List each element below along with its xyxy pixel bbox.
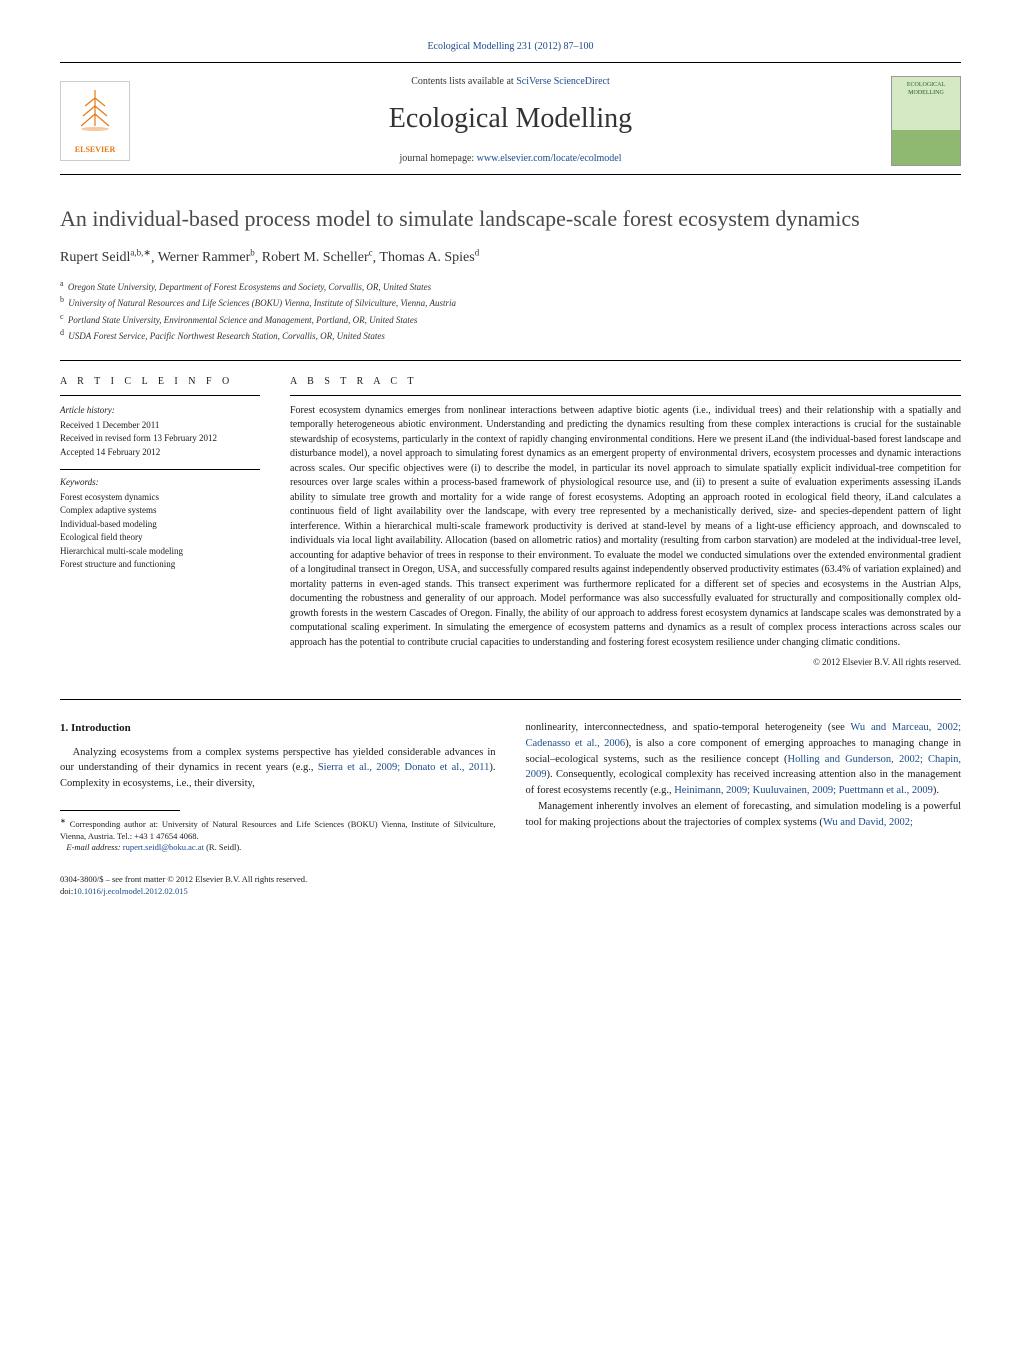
contents-available-line: Contents lists available at SciVerse Sci… — [130, 75, 891, 89]
copyright-line: © 2012 Elsevier B.V. All rights reserved… — [290, 656, 961, 669]
footnote-separator — [60, 810, 180, 811]
author: Robert M. Schellerc — [262, 250, 373, 265]
journal-cover-thumbnail: ECOLOGICAL MODELLING — [891, 76, 961, 166]
divider — [60, 469, 260, 470]
journal-homepage-line: journal homepage: www.elsevier.com/locat… — [130, 152, 891, 166]
affiliation-list: a Oregon State University, Department of… — [60, 278, 961, 344]
keyword: Ecological field theory — [60, 531, 260, 545]
author: Werner Rammerb — [158, 250, 255, 265]
body-paragraph: Management inherently involves an elemen… — [526, 799, 962, 831]
affiliation: a Oregon State University, Department of… — [60, 278, 961, 295]
author: Thomas A. Spiesd — [379, 250, 479, 265]
citation-link[interactable]: Heinimann, 2009; Kuuluvainen, 2009; Puet… — [674, 785, 933, 796]
affiliation: b University of Natural Resources and Li… — [60, 294, 961, 311]
body-two-column: 1. Introduction Analyzing ecosystems fro… — [60, 699, 961, 898]
journal-reference: Ecological Modelling 231 (2012) 87–100 — [60, 40, 961, 54]
doi-link[interactable]: 10.1016/j.ecolmodel.2012.02.015 — [73, 886, 188, 896]
keywords-label: Keywords: — [60, 476, 260, 489]
section-heading: 1. Introduction — [60, 720, 496, 737]
info-abstract-row: a r t i c l e i n f o Article history: R… — [60, 360, 961, 669]
history-line: Received 1 December 2011 — [60, 419, 260, 433]
doi-block: 0304-3800/$ – see front matter © 2012 El… — [60, 874, 496, 898]
article-info-heading: a r t i c l e i n f o — [60, 375, 260, 396]
keyword: Forest structure and functioning — [60, 558, 260, 572]
journal-header: ELSEVIER Contents lists available at Sci… — [60, 67, 961, 170]
body-paragraph: nonlinearity, interconnectedness, and sp… — [526, 720, 962, 799]
elsevier-tree-icon — [75, 86, 115, 143]
keyword: Hierarchical multi-scale modeling — [60, 545, 260, 559]
journal-ref-link[interactable]: Ecological Modelling 231 (2012) 87–100 — [427, 41, 593, 52]
citation-link[interactable]: Wu and David, 2002; — [823, 817, 913, 828]
journal-name: Ecological Modelling — [130, 99, 891, 138]
divider — [60, 174, 961, 175]
citation-link[interactable]: Sierra et al., 2009; Donato et al., 2011 — [318, 762, 490, 773]
article-title: An individual-based process model to sim… — [60, 205, 961, 233]
body-column-right: nonlinearity, interconnectedness, and sp… — [526, 720, 962, 898]
body-column-left: 1. Introduction Analyzing ecosystems fro… — [60, 720, 496, 898]
corresponding-author-footnote: ∗ Corresponding author at: University of… — [60, 817, 496, 855]
keyword: Complex adaptive systems — [60, 504, 260, 518]
journal-homepage-link[interactable]: www.elsevier.com/locate/ecolmodel — [477, 153, 622, 164]
sciencedirect-link[interactable]: SciVerse ScienceDirect — [516, 76, 610, 87]
divider — [60, 62, 961, 63]
abstract-text: Forest ecosystem dynamics emerges from n… — [290, 404, 961, 651]
affiliation: d USDA Forest Service, Pacific Northwest… — [60, 327, 961, 344]
publisher-name: ELSEVIER — [75, 144, 115, 155]
header-center: Contents lists available at SciVerse Sci… — [130, 75, 891, 166]
email-label: E-mail address: — [66, 842, 120, 852]
corresponding-email-link[interactable]: rupert.seidl@boku.ac.at — [123, 842, 204, 852]
keyword: Individual-based modeling — [60, 518, 260, 532]
author: Rupert Seidla,b,∗ — [60, 250, 151, 265]
article-info-column: a r t i c l e i n f o Article history: R… — [60, 375, 260, 669]
affiliation: c Portland State University, Environment… — [60, 311, 961, 328]
history-label: Article history: — [60, 404, 260, 417]
body-paragraph: Analyzing ecosystems from a complex syst… — [60, 745, 496, 792]
abstract-column: a b s t r a c t Forest ecosystem dynamic… — [290, 375, 961, 669]
author-list: Rupert Seidla,b,∗, Werner Rammerb, Rober… — [60, 247, 961, 268]
publisher-logo: ELSEVIER — [60, 81, 130, 161]
history-line: Accepted 14 February 2012 — [60, 446, 260, 460]
abstract-heading: a b s t r a c t — [290, 375, 961, 396]
history-line: Received in revised form 13 February 201… — [60, 432, 260, 446]
keyword: Forest ecosystem dynamics — [60, 491, 260, 505]
